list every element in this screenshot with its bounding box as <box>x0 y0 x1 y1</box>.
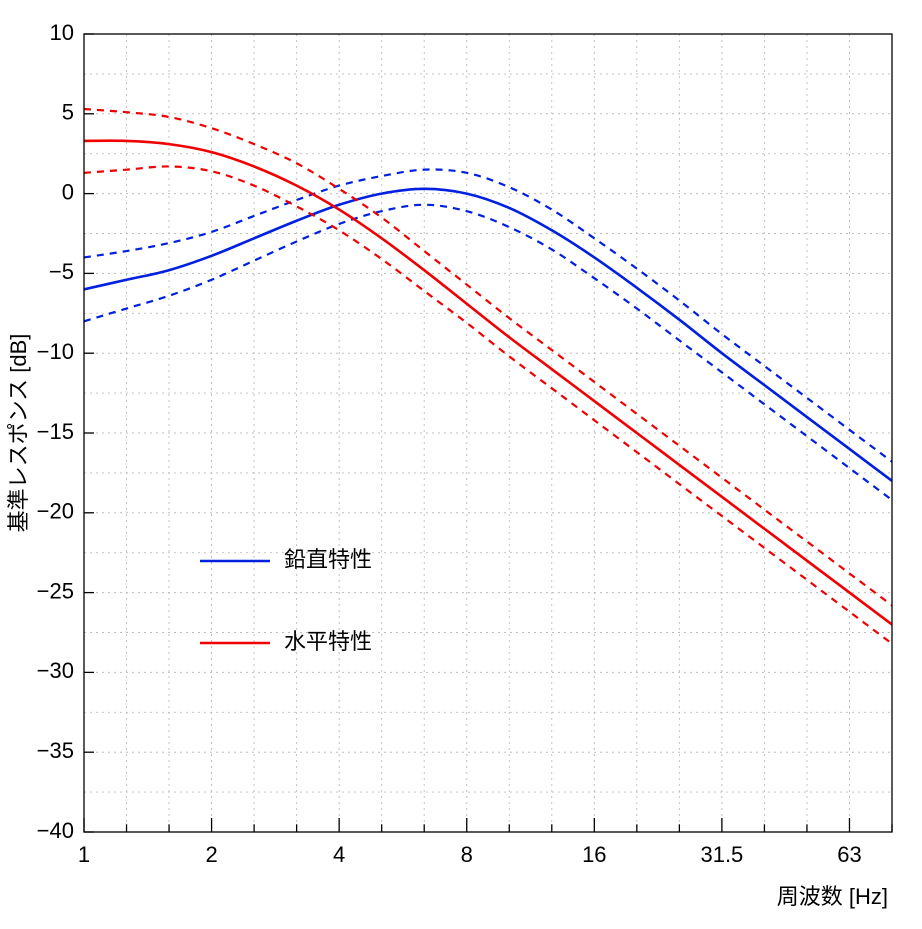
y-tick-label: 0 <box>62 179 74 204</box>
y-tick-label: −35 <box>37 738 74 763</box>
legend-label: 鉛直特性 <box>284 547 372 572</box>
y-tick-label: −15 <box>37 419 74 444</box>
y-axis-label: 基準レスポンス [dB] <box>6 334 31 533</box>
y-tick-label: 10 <box>50 20 74 45</box>
x-tick-label: 8 <box>461 842 473 867</box>
y-tick-label: −40 <box>37 818 74 843</box>
y-tick-label: −30 <box>37 658 74 683</box>
y-tick-label: −10 <box>37 339 74 364</box>
x-tick-label: 2 <box>205 842 217 867</box>
x-tick-label: 4 <box>333 842 345 867</box>
legend-label: 水平特性 <box>284 629 372 654</box>
y-tick-label: −20 <box>37 499 74 524</box>
response-chart: −40 −35 −30 −25 −20 −15 −10 −5 0 5 10 1 2 4 8 16 31.5 63 周… <box>0 0 922 929</box>
x-tick-label: 63 <box>837 842 861 867</box>
x-axis-label: 周波数 [Hz] <box>777 884 888 909</box>
x-tick-label: 31.5 <box>700 842 743 867</box>
x-tick-label: 1 <box>78 842 90 867</box>
y-tick-label: −25 <box>37 578 74 603</box>
x-tick-label: 16 <box>582 842 606 867</box>
y-tick-label: 5 <box>62 100 74 125</box>
y-tick-label: −5 <box>49 259 74 284</box>
